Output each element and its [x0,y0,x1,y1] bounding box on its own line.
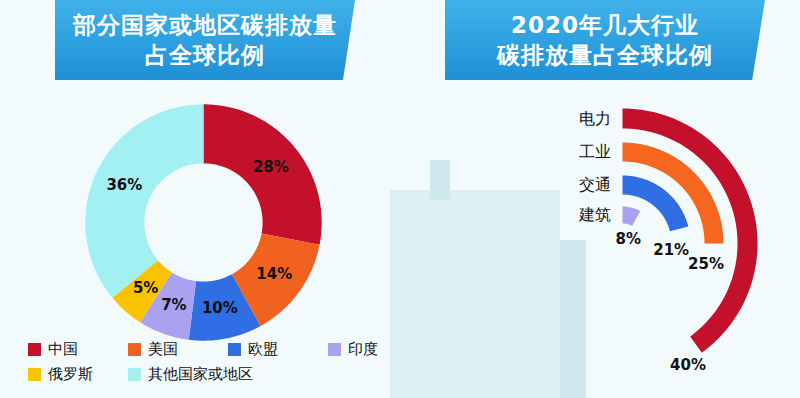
html-text:俄罗斯: 俄罗斯 [48,365,93,383]
svg-text:25%: 25% [688,255,724,273]
svg-text:14%: 14% [256,265,292,283]
svg-text:10%: 10% [202,299,238,317]
svg-text:电力: 电力 [579,109,611,128]
html-text:中国: 中国 [48,340,78,358]
svg-text:36%: 36% [106,176,142,194]
svg-text:5%: 5% [133,279,158,297]
svg-text:7%: 7% [161,296,186,314]
html-text:欧盟: 欧盟 [248,340,278,358]
svg-text:28%: 28% [253,158,289,176]
svg-text:建筑: 建筑 [578,205,611,224]
html-text:2020年几大行业 碳排放量占全球比例: 2020年几大行业 碳排放量占全球比例 [497,12,713,68]
svg-text:21%: 21% [653,241,689,259]
svg-text:8%: 8% [615,230,640,248]
svg-text:交通: 交通 [579,175,611,194]
svg-text:40%: 40% [670,356,706,374]
html-text:美国: 美国 [148,340,178,358]
svg-text:工业: 工业 [579,142,611,161]
html-text:印度: 印度 [348,340,378,358]
html-text:其他国家或地区: 其他国家或地区 [148,365,253,383]
html-text:部分国家或地区碳排放量 占全球比例: 部分国家或地区碳排放量 占全球比例 [73,12,337,68]
